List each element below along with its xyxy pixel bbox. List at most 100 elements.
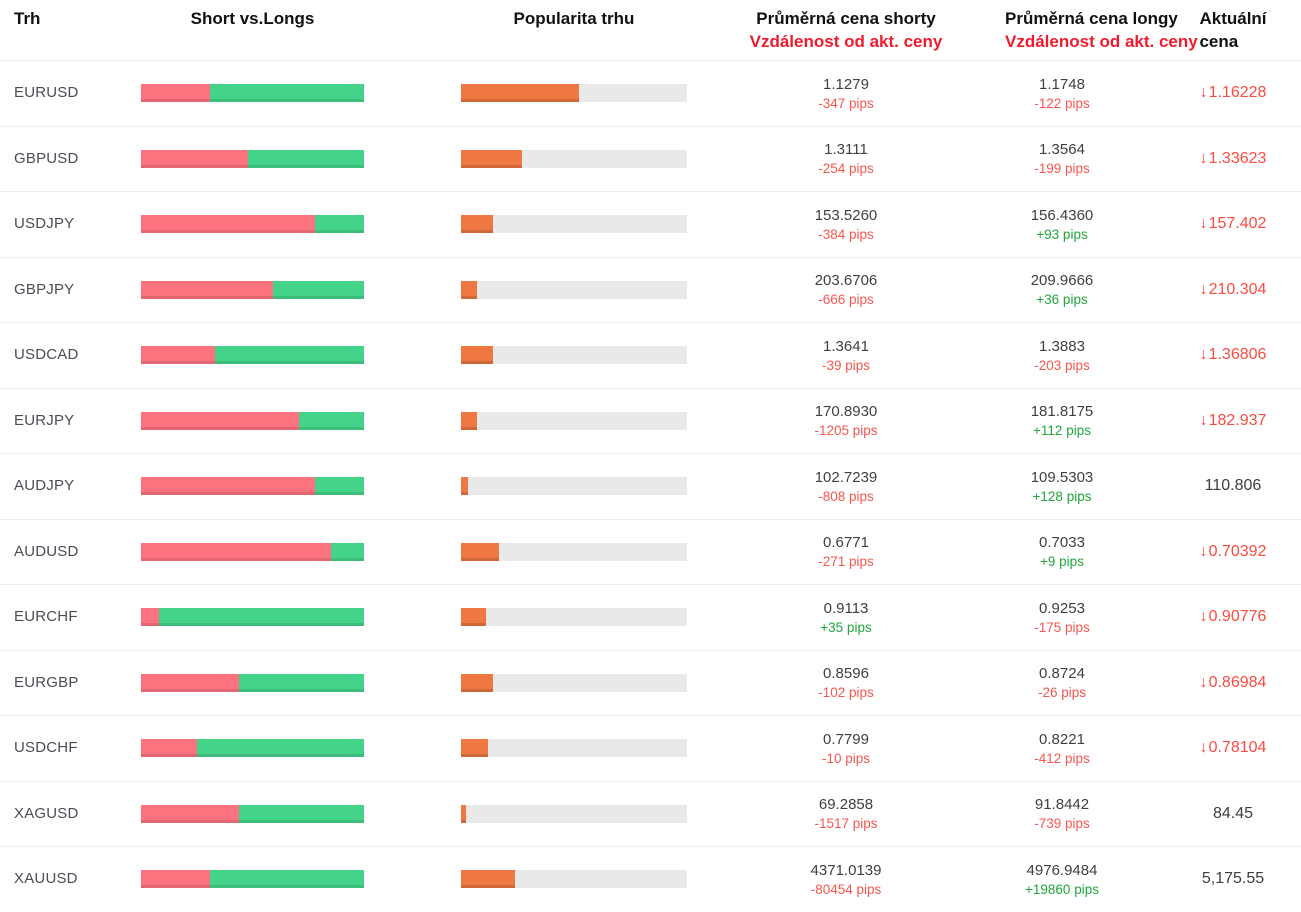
popularity-bar-fill <box>461 280 477 299</box>
short-distance-pips: -254 pips <box>818 161 874 177</box>
longs-bar-fill <box>272 280 364 299</box>
market-name[interactable]: XAUUSD <box>14 870 78 888</box>
current-price: ↓0.70392 <box>1200 543 1267 560</box>
popularity-bar <box>461 280 687 299</box>
short-distance-pips: -10 pips <box>821 750 871 766</box>
table-body: EURUSD 1.1279 -347 pips 1.1748 -122 pips… <box>0 60 1301 912</box>
short-distance-pips: -102 pips <box>818 685 874 701</box>
longs-bar-fill <box>314 477 364 496</box>
avg-long-price: 109.5303 <box>1030 468 1094 486</box>
popularity-bar <box>461 215 687 234</box>
long-distance-pips: -412 pips <box>1034 750 1090 766</box>
market-name[interactable]: XAGUSD <box>14 804 79 822</box>
longs-bar-fill <box>248 149 364 168</box>
popularity-bar-fill <box>461 870 516 889</box>
market-name[interactable]: GBPJPY <box>14 280 75 298</box>
header-current-price: Aktuální cena <box>1119 8 1301 54</box>
market-name[interactable]: GBPUSD <box>14 149 79 167</box>
short-distance-pips: -347 pips <box>818 95 874 111</box>
popularity-bar <box>461 804 687 823</box>
short-long-bar <box>141 870 364 889</box>
popularity-bar-fill <box>461 542 500 561</box>
avg-long-price: 0.8221 <box>1039 730 1085 748</box>
short-distance-pips: -384 pips <box>818 226 874 242</box>
market-name[interactable]: EURJPY <box>14 411 75 429</box>
long-distance-pips: +36 pips <box>1036 292 1088 308</box>
longs-bar-fill <box>299 411 364 430</box>
header-avg-long-distance: Vzdálenost od akt. ceny <box>1005 31 1198 51</box>
table-header: Trh Short vs.Longs Popularita trhu Průmě… <box>0 0 1301 60</box>
short-long-bar <box>141 673 364 692</box>
current-price-value: 110.806 <box>1204 477 1262 495</box>
market-name[interactable]: EURCHF <box>14 608 78 626</box>
market-name[interactable]: EURUSD <box>14 84 79 102</box>
popularity-bar <box>461 739 687 758</box>
popularity-bar <box>461 411 687 430</box>
price-down-arrow-icon: ↓ <box>1199 215 1208 233</box>
table-row: XAGUSD 69.2858 -1517 pips 91.8442 -739 p… <box>0 780 1301 847</box>
avg-short-price: 1.3111 <box>824 141 868 159</box>
avg-short-price: 0.7799 <box>823 730 869 748</box>
current-price-value: 5,175.55 <box>1201 870 1265 888</box>
shorts-bar-fill <box>141 608 159 627</box>
avg-short-price: 4371.0139 <box>810 861 882 879</box>
price-down-arrow-icon: ↓ <box>1199 149 1208 167</box>
market-name[interactable]: AUDUSD <box>14 542 79 560</box>
shorts-bar-fill <box>141 870 211 889</box>
popularity-bar-fill <box>461 346 493 365</box>
avg-long-price: 1.1748 <box>1039 75 1085 93</box>
current-price-value: 84.45 <box>1212 804 1254 822</box>
short-long-bar <box>141 280 364 299</box>
header-market: Trh <box>14 9 41 28</box>
current-price: ↓1.33623 <box>1200 150 1267 167</box>
current-price: ↓0.90776 <box>1200 608 1267 625</box>
popularity-bar-fill <box>461 149 523 168</box>
short-long-bar <box>141 346 364 365</box>
market-name[interactable]: USDCAD <box>14 346 79 364</box>
avg-long-price: 0.9253 <box>1039 599 1085 617</box>
popularity-bar <box>461 84 687 103</box>
popularity-bar-fill <box>461 673 493 692</box>
shorts-bar-fill <box>141 346 215 365</box>
shorts-bar-fill <box>141 673 240 692</box>
price-down-arrow-icon: ↓ <box>1199 346 1208 364</box>
long-distance-pips: +128 pips <box>1032 488 1092 504</box>
current-price: ↓157.402 <box>1200 215 1267 232</box>
popularity-bar <box>461 673 687 692</box>
header-avg-short-price: Průměrná cena shorty <box>756 9 936 28</box>
header-current-price-line2: cena <box>1199 31 1239 51</box>
short-long-bar <box>141 542 364 561</box>
avg-long-price: 156.4360 <box>1030 206 1094 224</box>
current-price: ↓0.86984 <box>1200 674 1267 691</box>
market-name[interactable]: USDCHF <box>14 739 78 757</box>
shorts-bar-fill <box>141 84 211 103</box>
price-down-arrow-icon: ↓ <box>1199 673 1208 691</box>
market-name[interactable]: EURGBP <box>14 673 79 691</box>
long-distance-pips: +9 pips <box>1040 554 1084 570</box>
table-row: EURCHF 0.9113 +35 pips 0.9253 -175 pips … <box>0 584 1301 650</box>
current-price-value: 0.78104 <box>1208 739 1267 757</box>
market-name[interactable]: AUDJPY <box>14 477 75 495</box>
longs-bar-fill <box>196 739 364 758</box>
table-row: USDCAD 1.3641 -39 pips 1.3883 -203 pips … <box>0 322 1301 388</box>
current-price-value: 157.402 <box>1208 215 1267 233</box>
longs-bar-fill <box>330 542 364 561</box>
current-price-value: 0.86984 <box>1208 673 1267 691</box>
table-row: USDCHF 0.7799 -10 pips 0.8221 -412 pips … <box>0 715 1301 781</box>
market-name[interactable]: USDJPY <box>14 215 75 233</box>
avg-short-price: 203.6706 <box>814 272 878 290</box>
avg-long-price: 0.7033 <box>1039 534 1085 552</box>
popularity-bar-fill <box>461 739 489 758</box>
popularity-bar <box>461 149 687 168</box>
short-distance-pips: -80454 pips <box>810 881 882 897</box>
current-price-value: 1.33623 <box>1208 149 1267 167</box>
long-distance-pips: +112 pips <box>1033 423 1091 439</box>
popularity-bar-fill <box>461 608 486 627</box>
popularity-bar-fill <box>461 804 466 823</box>
header-current-price-line1: Aktuální <box>1199 9 1267 28</box>
short-distance-pips: -271 pips <box>818 554 874 570</box>
avg-short-price: 1.3641 <box>823 337 869 355</box>
table-row: GBPUSD 1.3111 -254 pips 1.3564 -199 pips… <box>0 125 1301 192</box>
long-distance-pips: -199 pips <box>1034 161 1090 177</box>
longs-bar-fill <box>214 346 364 365</box>
